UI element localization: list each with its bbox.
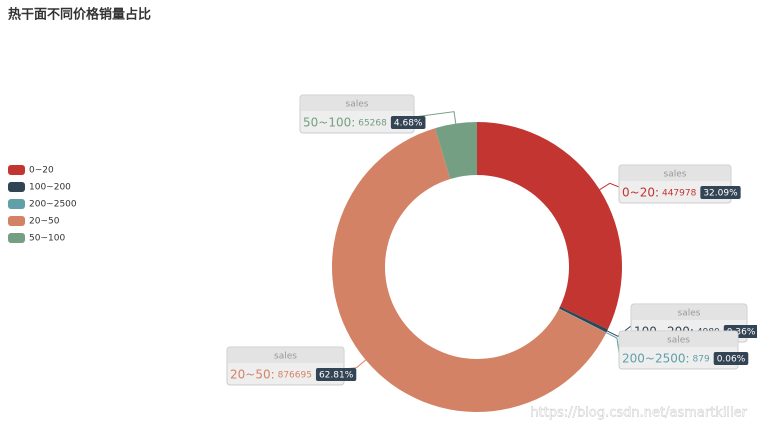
label-header	[620, 332, 737, 347]
label-line	[599, 182, 620, 191]
legend-swatch	[8, 165, 25, 175]
label-value: 876695	[278, 371, 312, 381]
watermark: https://blog.csdn.net/asmartkiller	[530, 406, 747, 421]
label-category: 20~50	[230, 368, 271, 382]
legend-label: 100~200	[29, 183, 71, 193]
label-series: sales	[346, 100, 369, 110]
label-value: 447978	[662, 189, 697, 199]
label-series: sales	[678, 309, 701, 319]
percent-badge	[315, 368, 357, 381]
legend-swatch	[8, 182, 25, 192]
donut-slice	[559, 306, 608, 333]
donut-slice	[435, 122, 477, 179]
donut-slice	[558, 308, 607, 333]
legend-label: 50~100	[29, 234, 65, 244]
percent-badge	[700, 186, 741, 199]
label-line	[343, 359, 367, 370]
label-colon: :	[271, 368, 275, 382]
legend-label: 0~20	[29, 166, 54, 176]
label-line	[413, 111, 457, 124]
data-label: sales 0~20:447978 32.09%	[618, 164, 741, 204]
label-header	[301, 96, 413, 111]
label-series: sales	[664, 170, 687, 180]
label-colon: :	[351, 116, 355, 130]
label-series: sales	[274, 352, 297, 362]
label-percent: 0.36%	[727, 328, 756, 338]
label-percent: 32.09%	[703, 189, 738, 199]
label-series: sales	[667, 336, 690, 346]
legend-swatch	[8, 216, 25, 226]
label-value: 879	[693, 355, 710, 365]
chart-title: 热干面不同价格销量占比	[8, 7, 151, 23]
label-line	[606, 332, 620, 354]
legend-swatch	[8, 199, 25, 209]
label-percent: 62.81%	[319, 371, 354, 381]
label-line	[606, 325, 632, 337]
label-percent: 4.68%	[394, 119, 423, 129]
label-header	[228, 348, 343, 363]
percent-badge	[713, 352, 749, 365]
label-category: 200~2500	[622, 352, 686, 366]
donut-slice	[332, 128, 607, 412]
label-colon: :	[655, 186, 659, 200]
label-category: 50~100	[303, 116, 351, 130]
legend-label: 20~50	[29, 217, 60, 227]
percent-badge	[390, 116, 426, 129]
label-percent: 0.06%	[717, 355, 746, 365]
legend-swatch	[8, 233, 25, 243]
data-label: sales 50~100:65268 4.68%	[299, 94, 426, 134]
donut-slice	[477, 122, 622, 330]
label-header	[620, 166, 730, 181]
legend-label: 200~2500	[29, 200, 77, 210]
label-category: 0~20	[622, 186, 655, 200]
label-colon: :	[686, 352, 690, 366]
data-label: sales 200~2500:879 0.06%	[618, 330, 749, 370]
label-value: 65268	[358, 119, 387, 129]
label-header	[632, 305, 746, 320]
